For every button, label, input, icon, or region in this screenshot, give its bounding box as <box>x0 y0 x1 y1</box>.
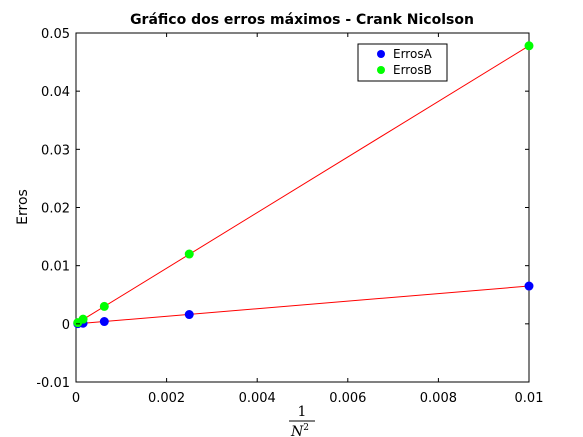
y-tick-label: 0 <box>62 318 70 333</box>
legend: ErrosA ErrosB <box>357 43 448 82</box>
y-tick-label: 0.01 <box>41 260 70 275</box>
fit-line-errosb <box>75 45 530 325</box>
x-label-denominator: N2 <box>290 423 309 437</box>
fit-lines <box>75 45 530 325</box>
y-tick-label: -0.01 <box>36 376 70 391</box>
point-errosb <box>73 318 83 328</box>
x-axis-label: 1 N2 <box>289 404 315 437</box>
x-tick-label: 0.006 <box>329 391 366 406</box>
legend-label-errosB: ErrosB <box>393 63 432 77</box>
x-tick-label: 0.01 <box>515 391 544 406</box>
chart-title: Gráfico dos erros máximos - Crank Nicols… <box>130 12 474 28</box>
data-points <box>73 41 534 329</box>
fit-line-errosa <box>75 285 530 325</box>
x-label-denominator-exp: 2 <box>303 423 309 433</box>
point-errosa <box>184 310 194 320</box>
y-tick-label: 0.02 <box>41 202 70 217</box>
point-errosa <box>524 281 534 291</box>
x-tick-label: 0.002 <box>148 391 185 406</box>
legend-box <box>357 43 448 82</box>
legend-marker-errosA <box>377 50 385 58</box>
point-errosb <box>184 249 194 259</box>
point-errosb <box>524 41 534 51</box>
axes-box <box>75 32 530 383</box>
y-tick-label: 0.03 <box>41 143 70 158</box>
point-errosa <box>99 317 109 327</box>
y-ticks: -0.01 0 0.01 0.02 0.03 0.04 0.05 <box>36 27 529 391</box>
legend-label-errosA: ErrosA <box>393 47 433 61</box>
point-errosb <box>99 301 109 311</box>
x-tick-label: 0 <box>72 391 80 406</box>
x-label-numerator: 1 <box>298 404 307 420</box>
y-tick-label: 0.05 <box>41 27 70 42</box>
legend-marker-errosB <box>377 66 385 74</box>
y-axis-label: Erros <box>15 189 31 225</box>
y-tick-label: 0.04 <box>41 85 70 100</box>
x-tick-label: 0.008 <box>420 391 457 406</box>
x-label-denominator-base: N <box>290 424 304 437</box>
x-ticks: 0 0.002 0.004 0.006 0.008 0.01 <box>72 33 544 406</box>
x-tick-label: 0.004 <box>239 391 276 406</box>
